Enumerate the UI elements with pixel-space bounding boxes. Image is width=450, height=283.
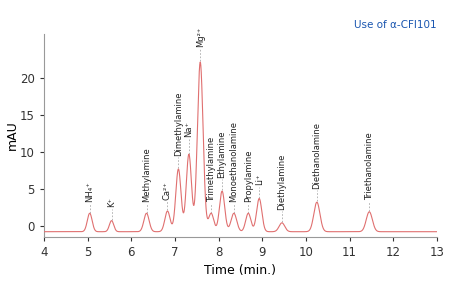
Text: Triethanolamine: Triethanolamine	[365, 132, 374, 200]
X-axis label: Time (min.): Time (min.)	[204, 264, 276, 277]
Text: Li⁺: Li⁺	[255, 174, 264, 185]
Text: Propylamine: Propylamine	[244, 150, 253, 202]
Text: Monoethanolamine: Monoethanolamine	[230, 121, 238, 202]
Text: NH₄⁺: NH₄⁺	[85, 181, 94, 202]
Text: Na⁺: Na⁺	[184, 121, 194, 137]
Text: Diethylamine: Diethylamine	[278, 153, 287, 210]
Text: Ethylamine: Ethylamine	[218, 130, 227, 178]
Text: Trimethylamine: Trimethylamine	[207, 137, 216, 202]
Text: Diethanolamine: Diethanolamine	[312, 122, 321, 189]
Text: Ca²⁺: Ca²⁺	[163, 181, 172, 200]
Text: K⁺: K⁺	[107, 197, 116, 207]
Text: Mg²⁺: Mg²⁺	[196, 27, 205, 47]
Y-axis label: mAU: mAU	[5, 121, 18, 150]
Text: Use of α-CFI101: Use of α-CFI101	[355, 20, 437, 30]
Text: Dimethylamine: Dimethylamine	[174, 91, 183, 156]
Text: Methylamine: Methylamine	[142, 147, 151, 202]
